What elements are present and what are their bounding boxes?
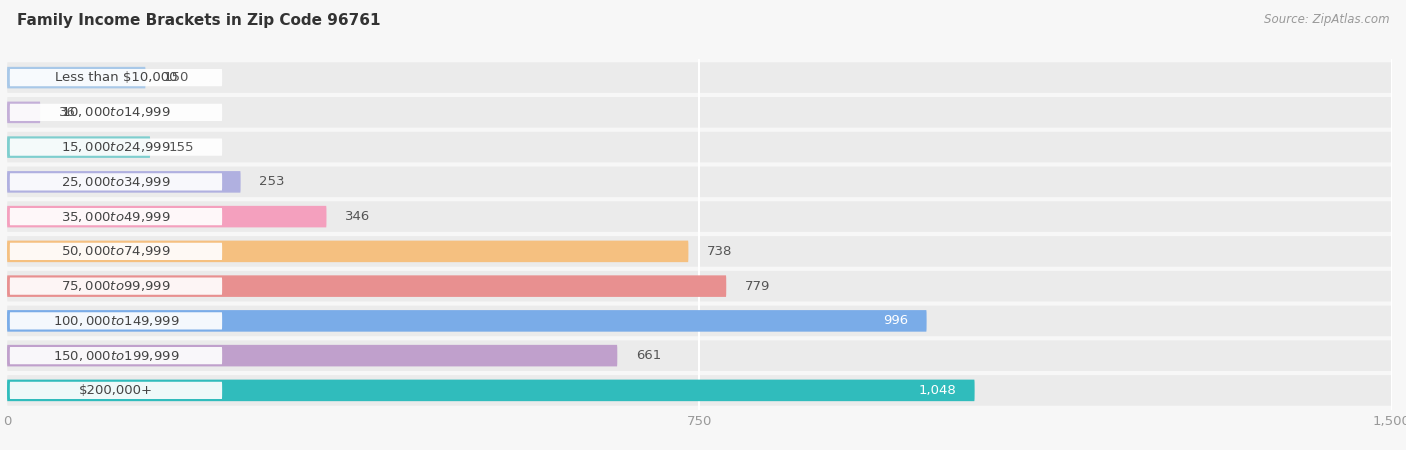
FancyBboxPatch shape [7,171,240,193]
FancyBboxPatch shape [10,173,222,190]
FancyBboxPatch shape [10,278,222,295]
FancyBboxPatch shape [7,97,1392,128]
FancyBboxPatch shape [10,243,222,260]
FancyBboxPatch shape [10,382,222,399]
Text: Less than $10,000: Less than $10,000 [55,71,177,84]
FancyBboxPatch shape [10,139,222,156]
FancyBboxPatch shape [7,102,41,123]
FancyBboxPatch shape [7,67,146,88]
Text: 1,048: 1,048 [918,384,956,397]
FancyBboxPatch shape [7,340,1392,371]
FancyBboxPatch shape [10,347,222,364]
Text: $150,000 to $199,999: $150,000 to $199,999 [52,349,179,363]
FancyBboxPatch shape [7,345,617,366]
Text: 996: 996 [883,315,908,328]
Text: 150: 150 [165,71,190,84]
Text: $15,000 to $24,999: $15,000 to $24,999 [60,140,170,154]
FancyBboxPatch shape [10,312,222,329]
FancyBboxPatch shape [10,208,222,225]
FancyBboxPatch shape [7,375,1392,406]
FancyBboxPatch shape [7,166,1392,197]
FancyBboxPatch shape [7,275,727,297]
Text: $25,000 to $34,999: $25,000 to $34,999 [60,175,170,189]
Text: $50,000 to $74,999: $50,000 to $74,999 [60,244,170,258]
Text: 155: 155 [169,140,194,153]
FancyBboxPatch shape [7,206,326,227]
FancyBboxPatch shape [7,201,1392,232]
Text: Family Income Brackets in Zip Code 96761: Family Income Brackets in Zip Code 96761 [17,14,381,28]
FancyBboxPatch shape [10,69,222,86]
Text: 253: 253 [259,176,284,189]
Text: $200,000+: $200,000+ [79,384,153,397]
FancyBboxPatch shape [7,310,927,332]
Text: $100,000 to $149,999: $100,000 to $149,999 [52,314,179,328]
FancyBboxPatch shape [10,104,222,121]
FancyBboxPatch shape [7,241,689,262]
FancyBboxPatch shape [7,136,150,158]
Text: 661: 661 [636,349,661,362]
Text: $75,000 to $99,999: $75,000 to $99,999 [60,279,170,293]
FancyBboxPatch shape [7,306,1392,336]
Text: 36: 36 [59,106,76,119]
Text: 738: 738 [707,245,733,258]
Text: 779: 779 [745,279,770,292]
Text: 346: 346 [344,210,370,223]
Text: $35,000 to $49,999: $35,000 to $49,999 [60,210,170,224]
FancyBboxPatch shape [7,271,1392,302]
Text: Source: ZipAtlas.com: Source: ZipAtlas.com [1264,14,1389,27]
FancyBboxPatch shape [7,132,1392,162]
FancyBboxPatch shape [7,380,974,401]
FancyBboxPatch shape [7,62,1392,93]
FancyBboxPatch shape [7,236,1392,267]
Text: $10,000 to $14,999: $10,000 to $14,999 [60,105,170,119]
